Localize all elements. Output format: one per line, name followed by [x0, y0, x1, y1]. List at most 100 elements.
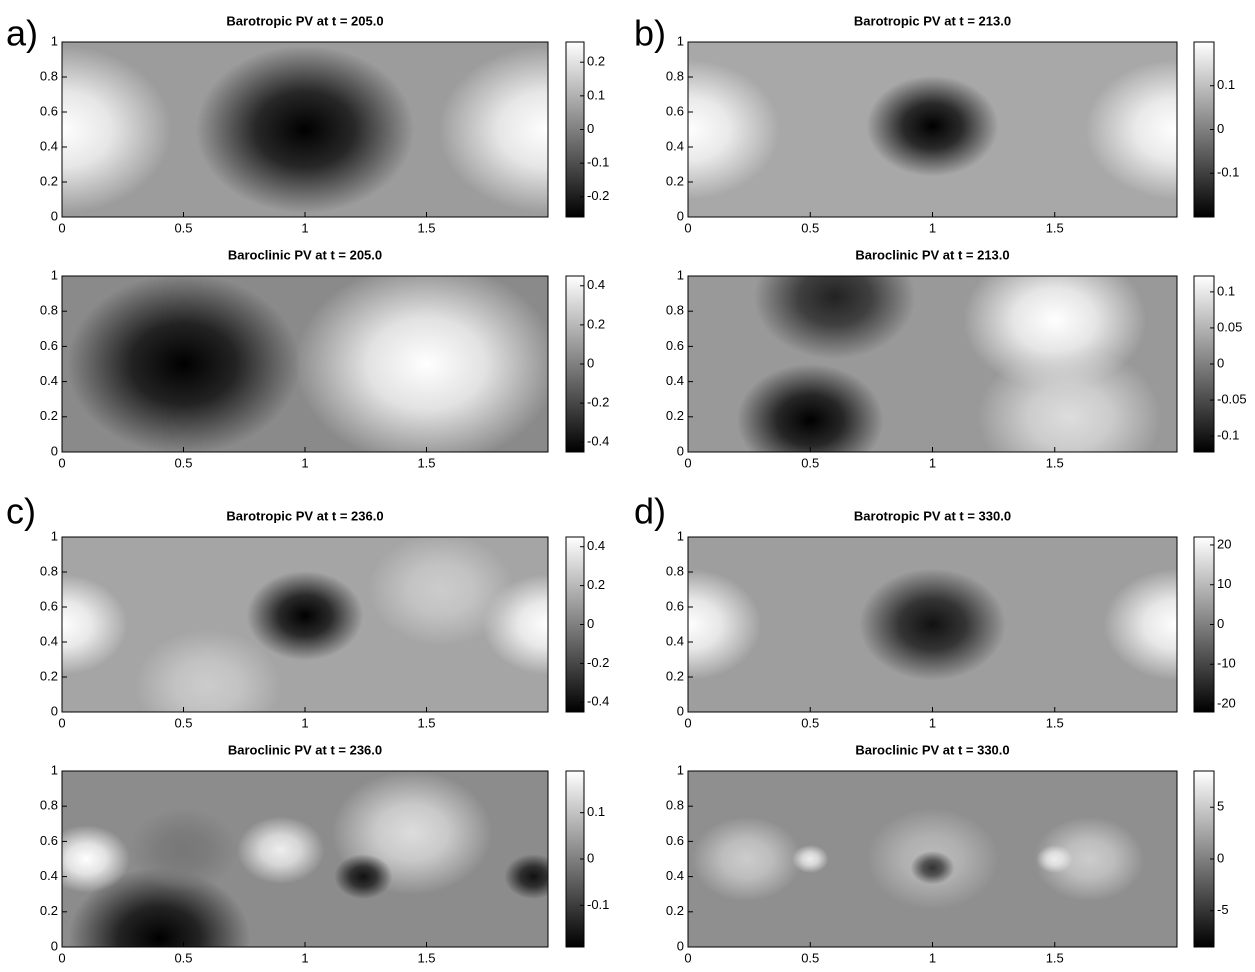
- y-tick-label: 0.8: [666, 68, 684, 83]
- x-tick-label: 0.5: [801, 220, 819, 235]
- colorbar-tick-label: -0.1: [1217, 165, 1239, 180]
- colorbar-tick-label: -0.1: [1217, 428, 1239, 443]
- x-tick-label: 1: [301, 220, 308, 235]
- subplot-title: Barotropic PV at t = 213.0: [854, 13, 1011, 28]
- y-tick-label: 0.2: [40, 173, 58, 188]
- y-tick-label: 0: [51, 443, 58, 458]
- x-tick-label: 0.5: [801, 715, 819, 730]
- colorbar-tick-label: 0.4: [587, 538, 605, 553]
- y-tick-label: 1: [51, 33, 58, 48]
- x-tick-label: 0: [684, 715, 691, 730]
- y-tick-label: 1: [51, 762, 58, 777]
- y-tick-label: 1: [677, 762, 684, 777]
- x-tick-label: 1.5: [1046, 455, 1064, 470]
- y-tick-label: 0: [677, 208, 684, 223]
- y-tick-label: 0.6: [666, 338, 684, 353]
- y-tick-label: 0.8: [666, 563, 684, 578]
- y-tick-label: 0: [677, 938, 684, 953]
- colorbar-tick-label: 20: [1217, 536, 1231, 551]
- field-blob: [295, 263, 557, 466]
- x-tick-label: 1: [929, 715, 936, 730]
- y-tick-label: 0.8: [40, 798, 58, 813]
- colorbar-tick-label: 0: [587, 616, 594, 631]
- y-tick-label: 0: [51, 703, 58, 718]
- field: [0, 42, 657, 217]
- y-tick-label: 0.4: [666, 633, 684, 648]
- x-tick-label: 0.5: [801, 950, 819, 965]
- field: [615, 537, 1251, 712]
- y-tick-label: 1: [677, 528, 684, 543]
- subplot-title: Barotropic PV at t = 330.0: [854, 508, 1011, 523]
- colorbar-tick-label: -0.4: [587, 694, 609, 709]
- y-tick-label: 0.2: [666, 173, 684, 188]
- x-tick-label: 0: [684, 220, 691, 235]
- x-tick-label: 1.5: [1046, 220, 1064, 235]
- colorbar-tick-label: -0.2: [587, 395, 609, 410]
- y-tick-label: 1: [51, 528, 58, 543]
- y-tick-label: 0.4: [40, 868, 58, 883]
- field-blob: [0, 574, 128, 675]
- x-tick-label: 0: [684, 950, 691, 965]
- y-tick-label: 0: [51, 208, 58, 223]
- x-tick-label: 1.5: [417, 455, 435, 470]
- panel-label: c): [6, 491, 36, 532]
- subplot-title: Barotropic PV at t = 205.0: [226, 13, 383, 28]
- colorbar-tick-label: -0.1: [587, 155, 609, 170]
- colorbar-tick-label: 0: [587, 355, 594, 370]
- subplot-title: Barotropic PV at t = 236.0: [226, 508, 383, 523]
- colorbar-tick-label: 0.1: [1217, 77, 1235, 92]
- x-tick-label: 1.5: [1046, 950, 1064, 965]
- y-tick-label: 0.4: [666, 138, 684, 153]
- field-blob: [368, 534, 514, 646]
- field-blob: [504, 854, 562, 899]
- colorbar-tick-label: 0: [1217, 121, 1224, 136]
- field-blob: [237, 816, 324, 884]
- colorbar-tick-label: 0: [587, 121, 594, 136]
- colorbar-tick-label: -0.2: [587, 188, 609, 203]
- y-tick-label: 0: [51, 938, 58, 953]
- colorbar-tick-label: 0.1: [587, 87, 605, 102]
- x-tick-label: 0.5: [174, 950, 192, 965]
- x-tick-label: 0.5: [174, 220, 192, 235]
- colorbar-tick-label: 0.2: [587, 577, 605, 592]
- field-blob: [910, 851, 954, 885]
- y-tick-label: 0.6: [666, 833, 684, 848]
- field-blob: [129, 808, 238, 892]
- y-tick-label: 0.2: [40, 408, 58, 423]
- y-tick-label: 1: [51, 267, 58, 282]
- y-tick-label: 0.6: [40, 338, 58, 353]
- y-tick-label: 0: [677, 443, 684, 458]
- y-tick-label: 1: [677, 267, 684, 282]
- subplot-title: Baroclinic PV at t = 236.0: [228, 742, 382, 757]
- x-tick-label: 0.5: [174, 455, 192, 470]
- x-tick-label: 0: [58, 455, 65, 470]
- colorbar-tick-label: 10: [1217, 576, 1231, 591]
- y-tick-label: 0.6: [40, 833, 58, 848]
- field-blob: [1036, 845, 1073, 873]
- colorbar-tick-label: -10: [1217, 656, 1236, 671]
- y-tick-label: 0.2: [40, 668, 58, 683]
- y-tick-label: 0.4: [40, 633, 58, 648]
- colorbar-tick-label: -0.05: [1217, 392, 1247, 407]
- colorbar-tick-label: -0.4: [587, 434, 609, 449]
- y-tick-label: 0.6: [40, 103, 58, 118]
- subplot-title: Baroclinic PV at t = 330.0: [855, 742, 1009, 757]
- panel-label: a): [6, 13, 38, 54]
- panel-label: b): [634, 13, 666, 54]
- y-tick-label: 0.2: [666, 668, 684, 683]
- colorbar-tick-label: 5: [1217, 799, 1224, 814]
- field-blob: [859, 569, 1006, 681]
- y-tick-label: 0.6: [666, 103, 684, 118]
- colorbar-tick-label: 0: [1217, 850, 1224, 865]
- field-blob: [866, 76, 998, 177]
- colorbar-tick-label: 0: [1217, 616, 1224, 631]
- field-blob: [247, 571, 364, 661]
- y-tick-label: 0.8: [40, 563, 58, 578]
- y-tick-label: 0.2: [666, 903, 684, 918]
- x-tick-label: 1: [929, 950, 936, 965]
- x-tick-label: 1: [301, 950, 308, 965]
- x-tick-label: 1.5: [417, 220, 435, 235]
- colorbar-tick-label: 0.2: [587, 54, 605, 69]
- y-tick-label: 0.8: [40, 68, 58, 83]
- y-tick-label: 0.2: [666, 408, 684, 423]
